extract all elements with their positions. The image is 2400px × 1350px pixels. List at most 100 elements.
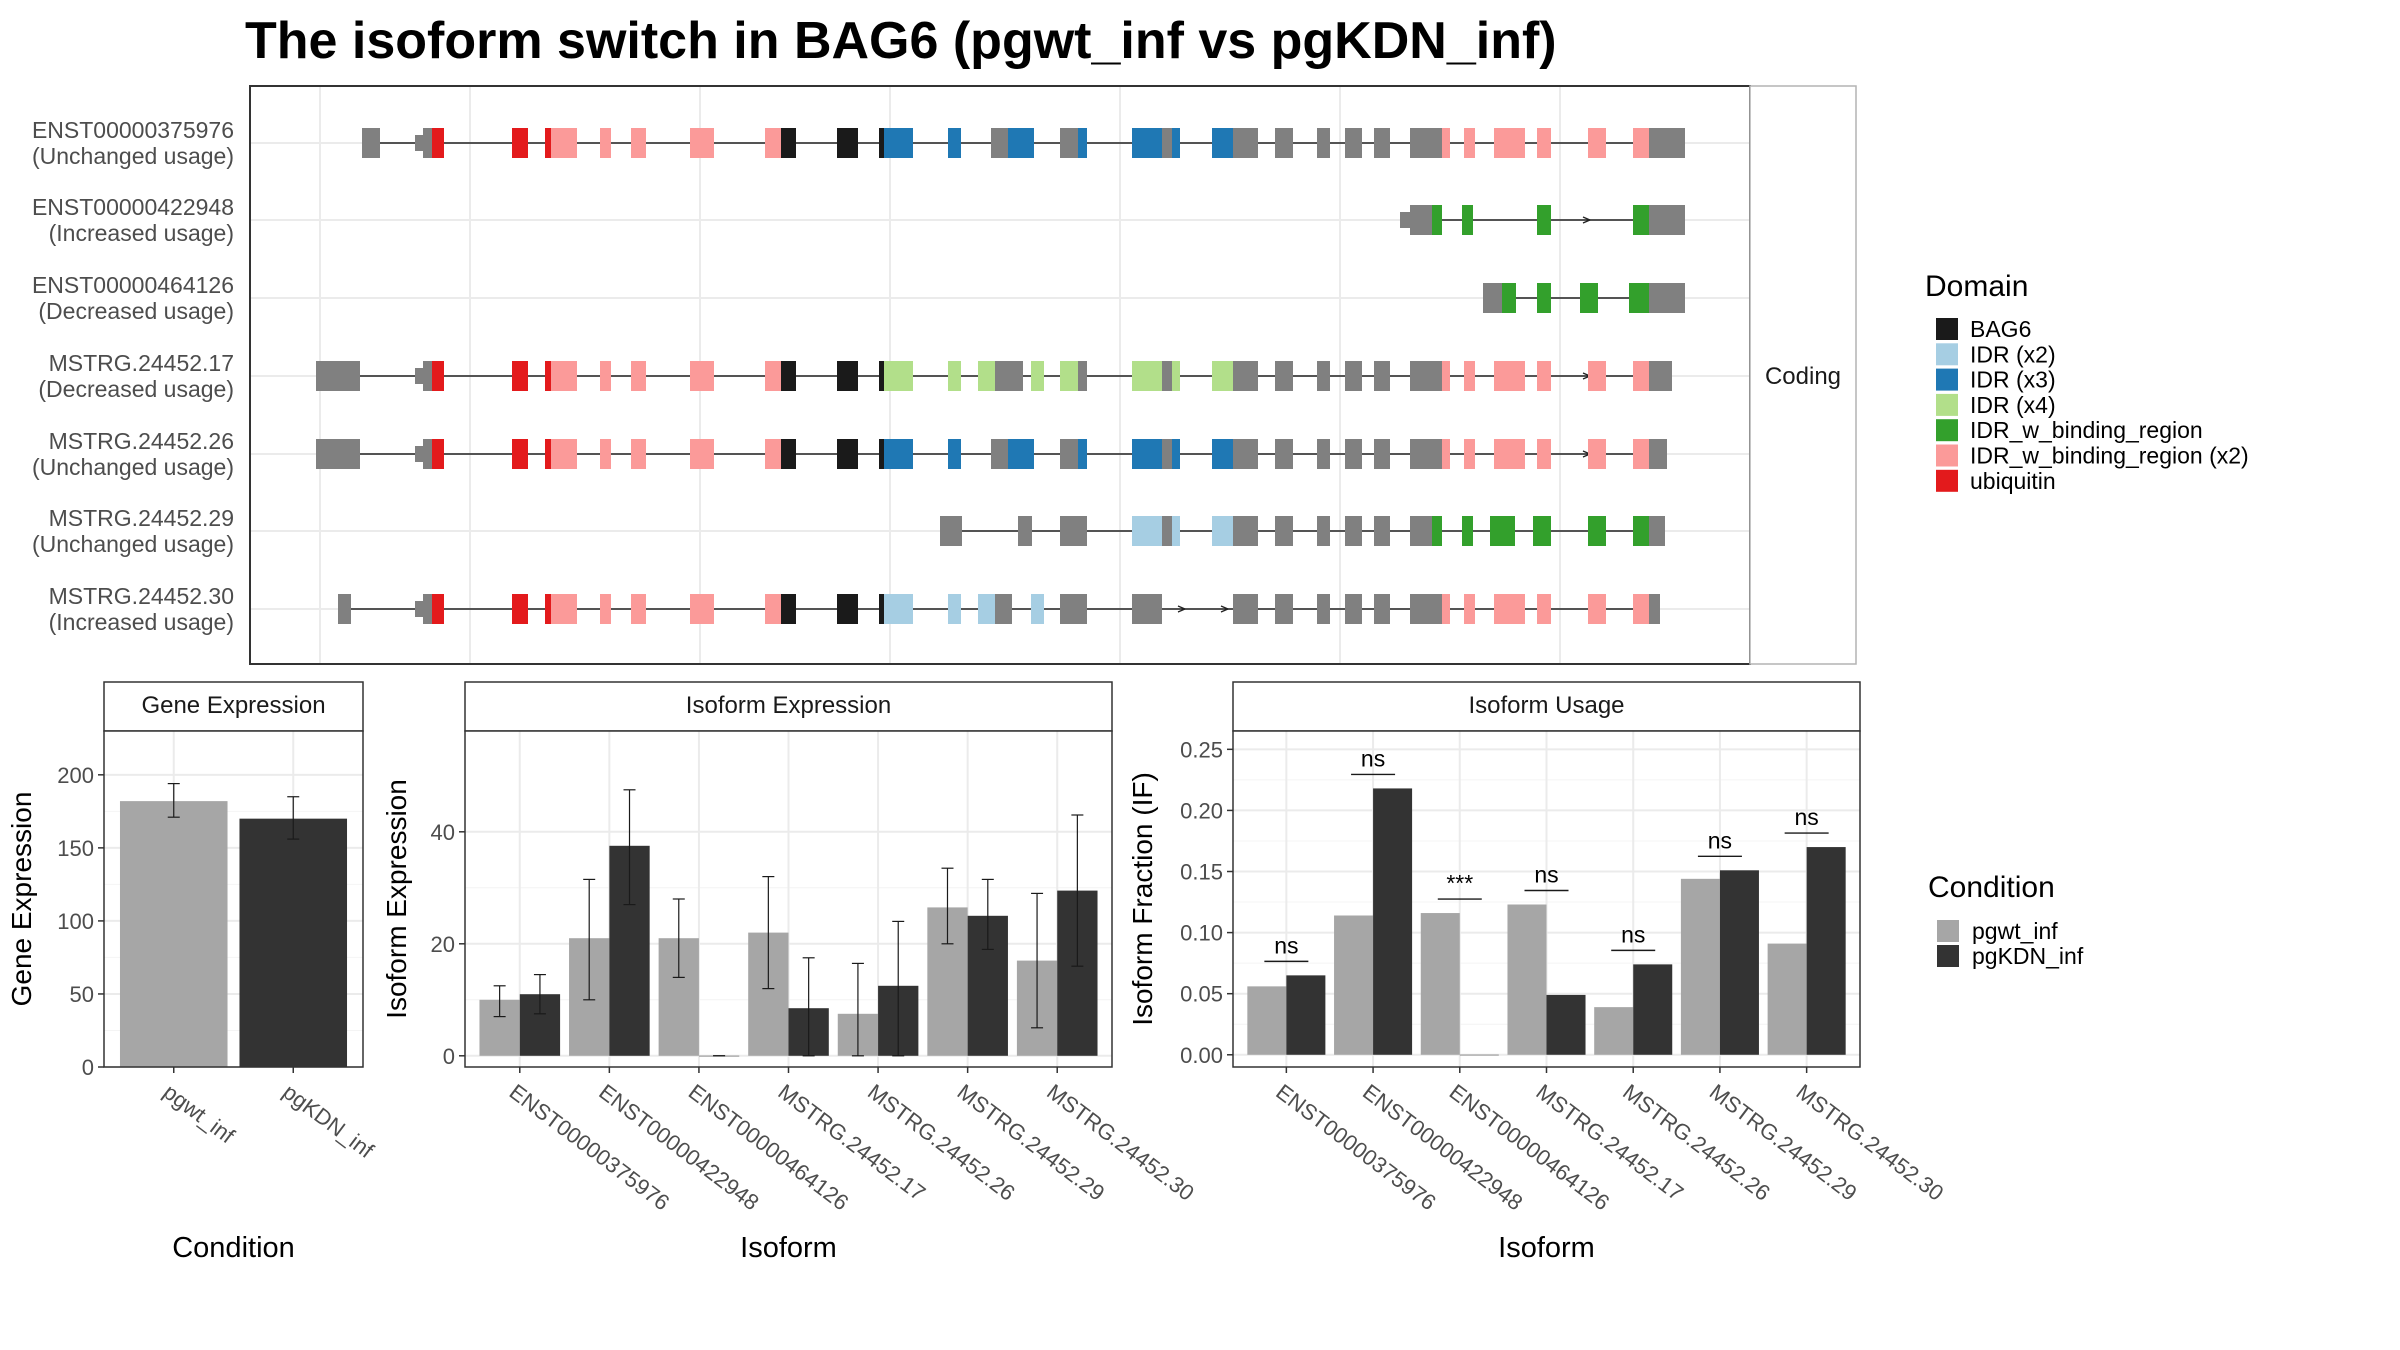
exon-block <box>631 361 646 391</box>
y-axis-title: Isoform Fraction (IF) <box>1127 772 1158 1026</box>
exon-block <box>1649 128 1685 158</box>
exon-block <box>1464 128 1475 158</box>
exon-block <box>879 128 884 158</box>
exon-block <box>1317 594 1330 624</box>
exon-block <box>1641 439 1649 469</box>
y-tick-label: 200 <box>57 763 94 788</box>
domain-legend-label: IDR (x2) <box>1970 341 2056 367</box>
exon-block <box>1410 439 1442 469</box>
panel-strip-title: Gene Expression <box>141 692 325 719</box>
condition-legend-key <box>1937 920 1959 942</box>
exon-block <box>631 594 646 624</box>
exon-block <box>1588 594 1606 624</box>
bar <box>1767 943 1807 1055</box>
exon-block <box>1633 128 1641 158</box>
x-tick-label: MSTRG.24452.30 <box>1042 1079 1199 1206</box>
exon-block <box>1649 361 1672 391</box>
exon-block <box>1464 361 1475 391</box>
x-tick-label: MSTRG.24452.26 <box>1618 1079 1775 1206</box>
exon-block <box>1649 283 1685 313</box>
exon-block <box>1162 128 1172 158</box>
exon-block <box>1031 594 1044 624</box>
domain-legend-key <box>1936 343 1958 366</box>
exon-block <box>316 439 360 469</box>
exon-block <box>978 361 995 391</box>
exon-block <box>1060 361 1078 391</box>
isoform-label-id: MSTRG.24452.29 <box>49 505 234 531</box>
exon-block <box>1497 283 1502 313</box>
exon-block <box>1442 128 1450 158</box>
exon-block <box>765 361 781 391</box>
exon-block <box>1003 361 1023 391</box>
domain-legend-key <box>1936 393 1958 416</box>
structure-row-labels: ENST00000375976(Unchanged usage)ENST0000… <box>32 117 234 635</box>
exon-block <box>1494 128 1525 158</box>
exon-block <box>1233 128 1258 158</box>
exon-block <box>690 361 714 391</box>
exon-block <box>415 601 423 617</box>
isoform-track-5 <box>940 516 1665 546</box>
exon-block <box>1317 439 1330 469</box>
x-tick-label: pgKDN_inf <box>278 1079 379 1164</box>
exon-block <box>1162 516 1172 546</box>
exon-block <box>1649 594 1660 624</box>
isoform-label-usage: (Unchanged usage) <box>32 531 234 557</box>
isoform-label-usage: (Unchanged usage) <box>32 143 234 169</box>
exon-block <box>551 439 577 469</box>
exon-block <box>1233 361 1258 391</box>
exon-block <box>879 361 884 391</box>
exon-block <box>948 361 961 391</box>
exon-block <box>1494 439 1525 469</box>
exon-block <box>1275 594 1293 624</box>
exon-block <box>1442 361 1450 391</box>
exon-block <box>1633 361 1641 391</box>
exon-block <box>1374 516 1390 546</box>
bar <box>1546 994 1586 1055</box>
y-tick-label: 0.20 <box>1180 798 1223 823</box>
exon-block <box>1060 128 1078 158</box>
x-tick-label: MSTRG.24452.30 <box>1792 1079 1949 1206</box>
exon-block <box>991 128 1008 158</box>
exon-block <box>423 128 432 158</box>
exon-block <box>1078 439 1087 469</box>
exon-block <box>1275 128 1293 158</box>
coding-strip <box>1749 85 1857 665</box>
exon-block <box>884 361 913 391</box>
panel-strip-title: Isoform Usage <box>1468 692 1624 719</box>
exon-block <box>1483 283 1497 313</box>
exon-block <box>432 439 444 469</box>
isoform-label-usage: (Increased usage) <box>49 220 234 246</box>
exon-block <box>1212 128 1233 158</box>
exon-block <box>362 128 380 158</box>
exon-block <box>1537 594 1551 624</box>
x-axis-title: Isoform <box>1498 1232 1595 1264</box>
isoform-label-id: MSTRG.24452.17 <box>49 350 234 376</box>
isoform-expression-panel: Isoform Expression 0 20 40 ENST00000375976EN… <box>381 681 1199 1264</box>
exon-block <box>512 439 528 469</box>
exon-block <box>1649 516 1665 546</box>
exon-block <box>1060 516 1078 546</box>
exon-block <box>1580 283 1598 313</box>
exon-block <box>415 446 423 462</box>
exon-block <box>1537 439 1551 469</box>
bar <box>1286 975 1326 1055</box>
exon-block <box>1275 516 1293 546</box>
exon-block <box>1502 283 1516 313</box>
domain-legend-label: IDR_w_binding_region (x2) <box>1970 443 2249 469</box>
exon-block <box>600 594 611 624</box>
exon-block <box>1345 594 1362 624</box>
isoform-track-2 <box>1483 283 1685 313</box>
exon-block <box>765 594 781 624</box>
bar <box>1459 1054 1499 1056</box>
domain-legend-key <box>1936 318 1958 340</box>
exon-block <box>781 439 796 469</box>
exon-block <box>1537 361 1551 391</box>
structure-tracks <box>316 128 1685 624</box>
exon-block <box>1410 128 1442 158</box>
exon-block <box>879 439 884 469</box>
exon-block <box>1490 516 1515 546</box>
exon-block <box>1588 516 1606 546</box>
isoform-label-id: ENST00000464126 <box>32 272 234 298</box>
